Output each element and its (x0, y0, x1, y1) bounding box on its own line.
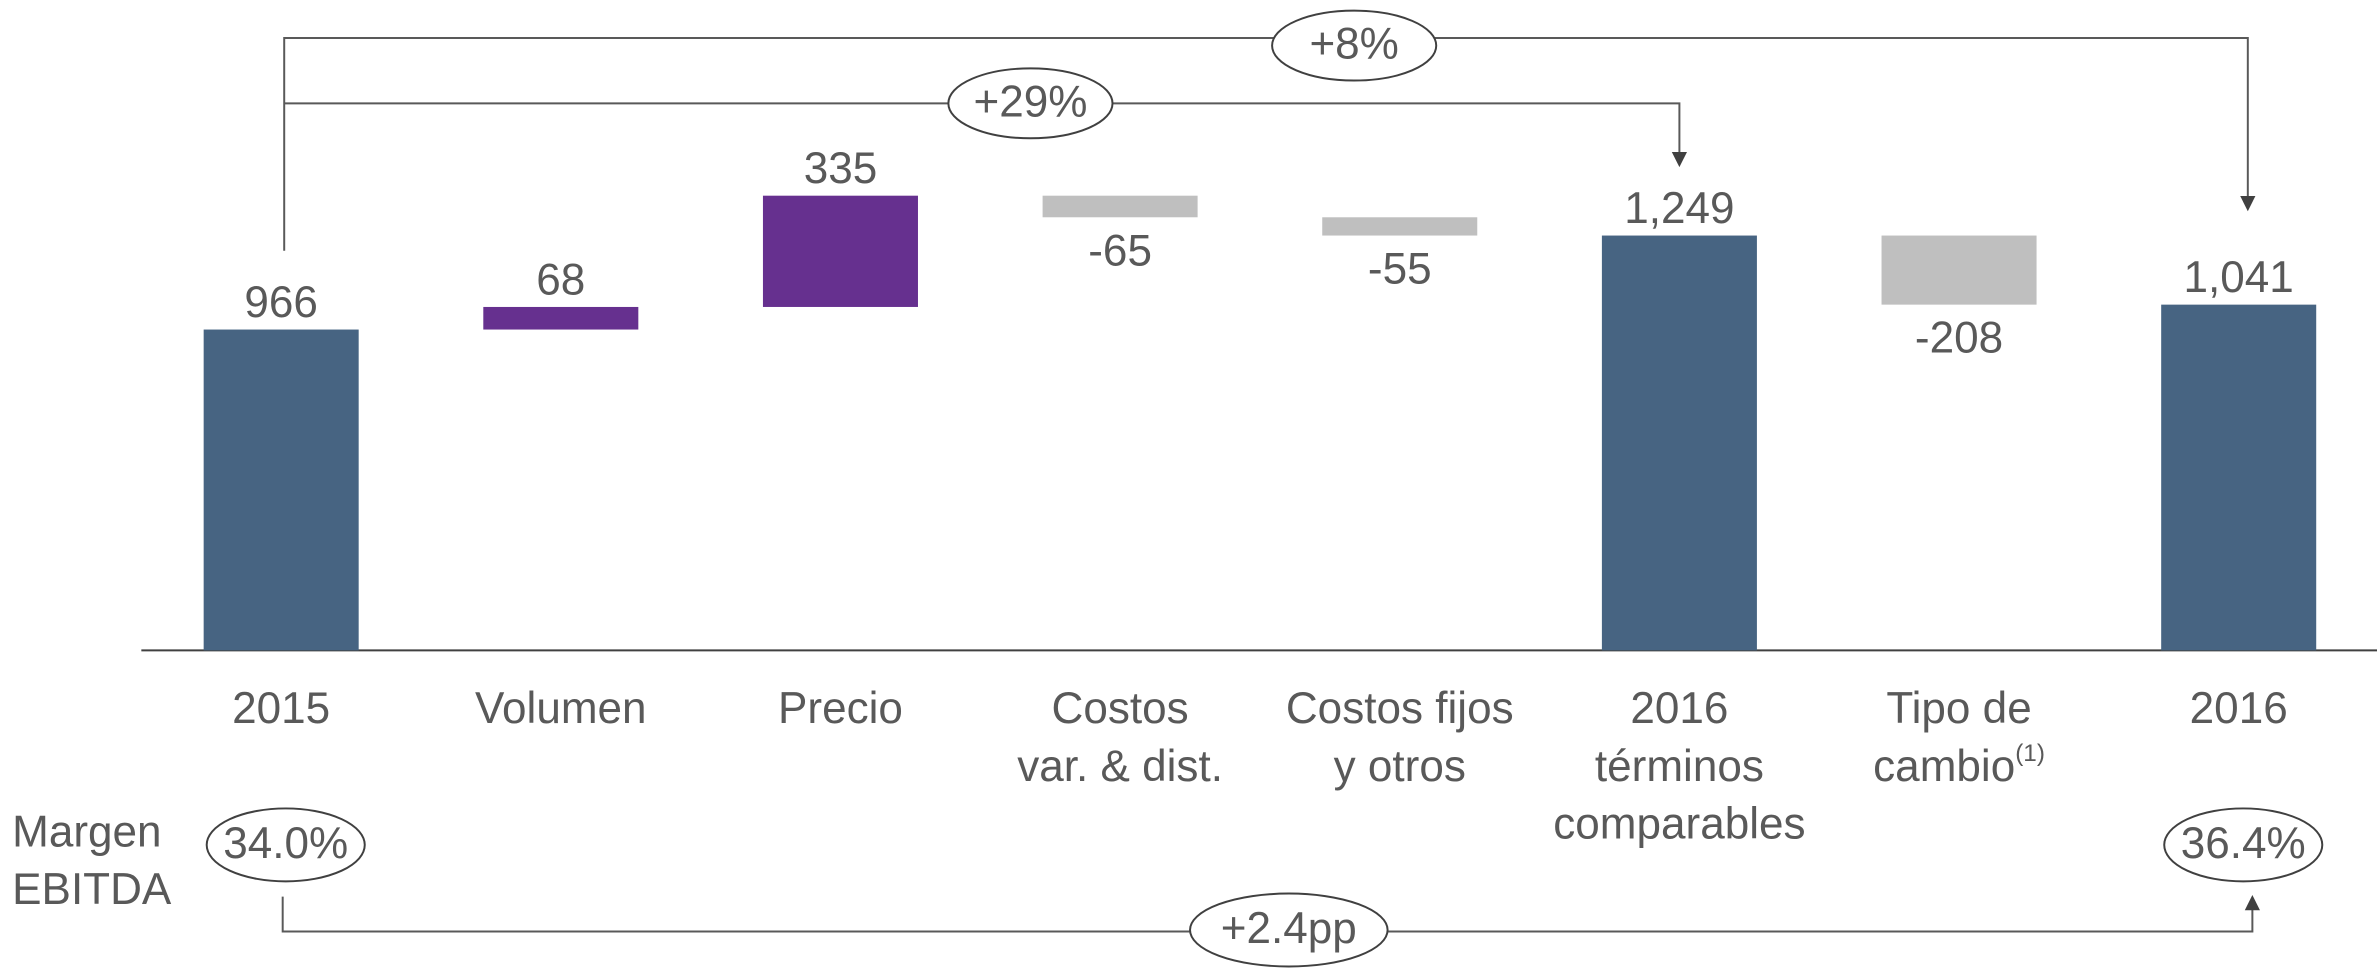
margin-value: 36.4% (2181, 819, 2306, 868)
value-label: -55 (1368, 245, 1432, 294)
annotation: +29% (973, 77, 1087, 126)
bar (1601, 235, 1757, 651)
value-label: 1,041 (2184, 253, 2294, 302)
x-tick-label: Volumen (475, 684, 646, 733)
margin-value: 34.0% (223, 819, 348, 868)
connector-29 (284, 102, 1681, 157)
value-label: 68 (536, 255, 585, 304)
bar (2161, 304, 2317, 651)
bar (1322, 217, 1478, 236)
margin-oval (2163, 807, 2324, 883)
value-label: 1,249 (1624, 184, 1734, 233)
x-tick-label: Precio (778, 684, 903, 733)
annotation-oval (947, 67, 1114, 140)
connector-8 (283, 37, 2249, 251)
arrow (1671, 151, 1688, 168)
margin-change: +2.4pp (1221, 904, 1357, 953)
bar (1042, 195, 1198, 218)
bar (483, 306, 639, 330)
bar (762, 195, 918, 307)
annotation-oval (1189, 892, 1389, 968)
arrow (2240, 196, 2256, 212)
x-tick-label: Costos fijos y otros (1286, 684, 1514, 791)
superscript: (1) (2015, 741, 2045, 768)
annotation-oval (1271, 9, 1438, 82)
value-label: 335 (804, 144, 878, 193)
x-tick-label: 2015 (232, 684, 330, 733)
annotation: +8% (1309, 20, 1398, 69)
x-tick-label: Costos var. & dist. (1017, 684, 1223, 791)
margin-label: Margen EBITDA (12, 807, 172, 914)
margin-oval (205, 807, 366, 883)
arrow (2244, 895, 2260, 911)
x-tick-label: Tipo de cambio(1) (1873, 684, 2045, 791)
value-label: -65 (1088, 226, 1152, 275)
value-label: -208 (1915, 314, 2003, 363)
value-label: 966 (244, 278, 318, 327)
x-tick-label: 2016 (2190, 684, 2288, 733)
x-tick-label: 2016 términos comparables (1553, 684, 1805, 848)
bar (1881, 235, 2037, 305)
bar (203, 329, 359, 651)
